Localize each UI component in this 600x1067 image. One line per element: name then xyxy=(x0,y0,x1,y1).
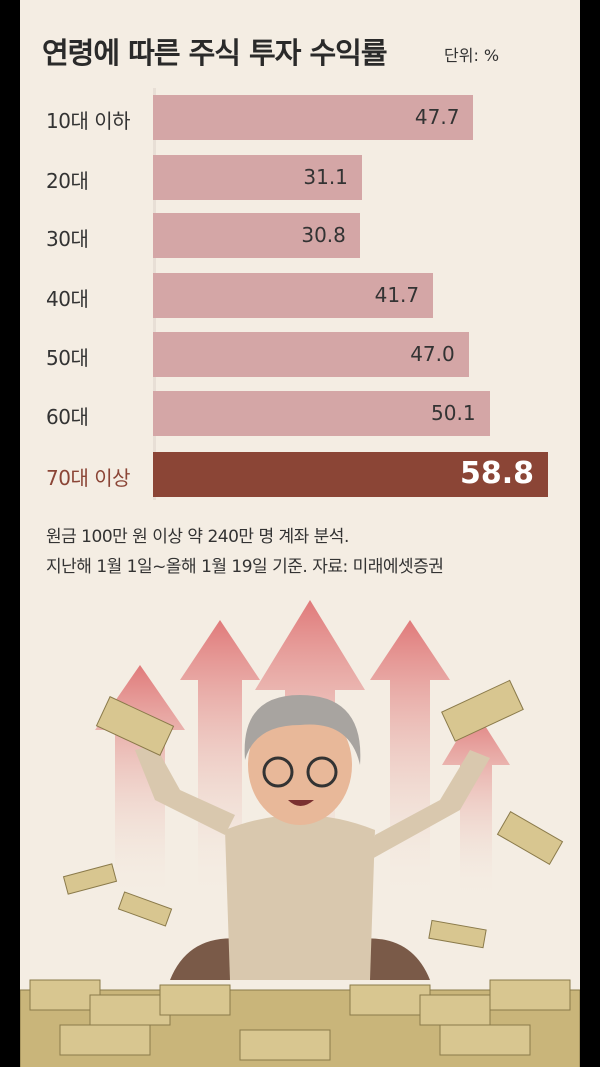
note-line-1: 원금 100만 원 이상 약 240만 명 계좌 분석. xyxy=(46,527,349,547)
bar: 30.8 xyxy=(153,213,360,258)
bar: 50.1 xyxy=(153,391,490,436)
bar: 47.7 xyxy=(153,95,474,140)
infographic-panel: 연령에 따른 주식 투자 수익률 단위: % 10대 이하 47.7 20대 31.1… xyxy=(20,0,580,1067)
category-label: 50대 xyxy=(46,346,89,370)
data-label: 50.1 xyxy=(431,401,476,425)
grandmother-figure xyxy=(135,695,490,980)
data-label: 58.8 xyxy=(459,456,534,491)
category-label: 70대 이상 xyxy=(46,466,131,490)
money-pile xyxy=(20,979,580,1067)
data-label: 30.8 xyxy=(301,223,346,247)
category-label: 20대 xyxy=(46,169,89,193)
data-label: 47.7 xyxy=(414,105,460,129)
category-label: 10대 이하 xyxy=(46,109,131,133)
banknote-bundles xyxy=(62,679,564,949)
data-label: 41.7 xyxy=(374,283,420,307)
data-label: 31.1 xyxy=(303,165,348,189)
category-label: 30대 xyxy=(46,227,89,251)
data-label: 47.0 xyxy=(410,342,455,366)
bar: 58.8 xyxy=(153,452,548,497)
bar: 31.1 xyxy=(153,155,362,200)
category-label: 40대 xyxy=(46,287,89,311)
unit-label: 단위: % xyxy=(444,46,500,65)
illustration-grandmother-with-money xyxy=(20,600,580,1067)
note-line-2: 지난해 1월 1일~올해 1월 19일 기준. 자료: 미래에셋증권 xyxy=(46,557,444,577)
chart-title: 연령에 따른 주식 투자 수익률 xyxy=(42,36,388,70)
category-label: 60대 xyxy=(46,405,89,429)
bar: 41.7 xyxy=(153,273,434,318)
bar: 47.0 xyxy=(153,332,469,377)
